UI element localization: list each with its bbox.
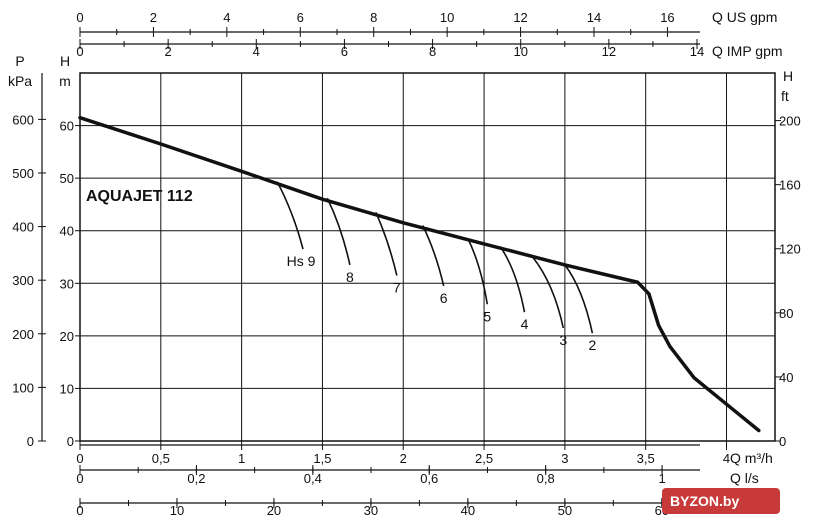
head-m-tick-label: 50 xyxy=(60,171,74,186)
suction-curve-5 xyxy=(499,246,526,313)
m3h-tick-label: 1,5 xyxy=(313,451,331,466)
labels: 0100200300400500600PkPa0102030405060Hm04… xyxy=(8,9,801,518)
suction-curve-2 xyxy=(375,211,398,276)
axes xyxy=(38,27,781,508)
imp-gpm-tick-label: 2 xyxy=(165,44,172,59)
m3h-tick-label: 3,5 xyxy=(637,451,655,466)
suction-curve-label: Hs 9 xyxy=(287,253,316,269)
suction-curve-3 xyxy=(421,225,445,287)
ls-tick-label: 0,6 xyxy=(420,471,438,486)
imp-gpm-tick-label: 0 xyxy=(76,44,83,59)
us-gpm-tick-label: 14 xyxy=(587,10,601,25)
kpa-tick-label: 0 xyxy=(27,434,34,449)
ls-tick-label: 0,4 xyxy=(304,471,322,486)
us-gpm-tick-label: 2 xyxy=(150,10,157,25)
m3h-tick-label: 4 xyxy=(723,451,730,466)
lmin-tick-label: 50 xyxy=(558,503,572,518)
suction-curve-0 xyxy=(276,181,304,250)
us-gpm-axis-title: Q US gpm xyxy=(712,9,777,25)
lmin-tick-label: 20 xyxy=(267,503,281,518)
ls-tick-label: 0 xyxy=(76,471,83,486)
suction-curve-6 xyxy=(531,256,565,329)
kpa-tick-label: 400 xyxy=(12,220,34,235)
imp-gpm-tick-label: 6 xyxy=(341,44,348,59)
head-m-tick-label: 0 xyxy=(67,434,74,449)
head-ft-axis-unit: ft xyxy=(781,88,789,104)
m3h-axis-title: Q m³/h xyxy=(730,450,773,466)
ls-tick-label: 0,8 xyxy=(537,471,555,486)
suction-curve-label: 4 xyxy=(521,316,529,332)
ls-axis-title: Q l/s xyxy=(730,470,759,486)
head-ft-tick-label: 40 xyxy=(779,370,793,385)
marks xyxy=(78,115,761,433)
head-m-tick-label: 60 xyxy=(60,119,74,134)
imp-gpm-tick-label: 10 xyxy=(513,44,527,59)
kpa-tick-label: 300 xyxy=(12,273,34,288)
head-m-tick-label: 10 xyxy=(60,381,74,396)
head-ft-tick-label: 160 xyxy=(779,178,801,193)
m3h-tick-label: 0,5 xyxy=(152,451,170,466)
grid xyxy=(80,73,775,441)
m3h-tick-label: 0 xyxy=(76,451,83,466)
suction-curve-label: 6 xyxy=(440,290,448,306)
kpa-axis-title: P xyxy=(15,53,24,69)
head-m-axis-unit: m xyxy=(59,73,71,89)
head-m-tick-label: 30 xyxy=(60,276,74,291)
model-label: AQUAJET 112 xyxy=(86,188,193,205)
kpa-tick-label: 600 xyxy=(12,112,34,127)
kpa-tick-label: 200 xyxy=(12,327,34,342)
plot-frame xyxy=(79,72,776,442)
suction-curve-label: 5 xyxy=(483,308,491,324)
watermark: BYZON.by xyxy=(662,488,780,514)
us-gpm-tick-label: 4 xyxy=(223,10,230,25)
us-gpm-tick-label: 16 xyxy=(660,10,674,25)
imp-gpm-tick-label: 8 xyxy=(429,44,436,59)
head-ft-axis-title: H xyxy=(783,68,793,84)
head-ft-tick-label: 80 xyxy=(779,306,793,321)
lmin-tick-label: 10 xyxy=(170,503,184,518)
head-ft-tick-label: 0 xyxy=(779,434,786,449)
head-ft-tick-label: 120 xyxy=(779,242,801,257)
suction-curve-label: 3 xyxy=(559,332,567,348)
lmin-tick-label: 40 xyxy=(461,503,475,518)
kpa-axis-unit: kPa xyxy=(8,73,32,89)
head-curve xyxy=(78,115,761,433)
suction-curve-7 xyxy=(564,264,594,334)
us-gpm-tick-label: 10 xyxy=(440,10,454,25)
imp-gpm-tick-label: 12 xyxy=(602,44,616,59)
us-gpm-tick-label: 12 xyxy=(513,10,527,25)
suction-curve-4 xyxy=(467,238,489,305)
lmin-tick-label: 30 xyxy=(364,503,378,518)
imp-gpm-tick-label: 4 xyxy=(253,44,260,59)
m3h-tick-label: 1 xyxy=(238,451,245,466)
lmin-tick-label: 0 xyxy=(76,503,83,518)
kpa-tick-label: 100 xyxy=(12,380,34,395)
ls-tick-label: 0,2 xyxy=(187,471,205,486)
ls-tick-label: 1 xyxy=(658,471,665,486)
head-ft-tick-label: 200 xyxy=(779,114,801,129)
head-m-axis-title: H xyxy=(60,53,70,69)
suction-curve-label: 7 xyxy=(393,279,401,295)
imp-gpm-axis-title: Q IMP gpm xyxy=(712,43,783,59)
m3h-tick-label: 2,5 xyxy=(475,451,493,466)
us-gpm-tick-label: 6 xyxy=(297,10,304,25)
suction-curve-label: 8 xyxy=(346,269,354,285)
watermark-text: BYZON.by xyxy=(670,493,739,509)
suction-curve-1 xyxy=(326,197,351,266)
us-gpm-tick-label: 8 xyxy=(370,10,377,25)
suction-curve-label: 2 xyxy=(588,337,596,353)
us-gpm-tick-label: 0 xyxy=(76,10,83,25)
head-m-tick-label: 40 xyxy=(60,224,74,239)
imp-gpm-tick-label: 14 xyxy=(690,44,704,59)
m3h-tick-label: 2 xyxy=(400,451,407,466)
m3h-tick-label: 3 xyxy=(561,451,568,466)
kpa-tick-label: 500 xyxy=(12,166,34,181)
head-m-tick-label: 20 xyxy=(60,329,74,344)
